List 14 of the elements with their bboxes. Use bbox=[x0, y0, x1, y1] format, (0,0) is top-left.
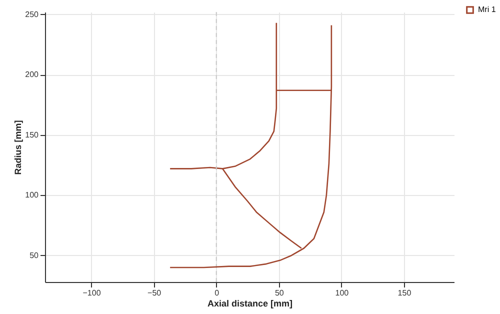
x-tick-label: 100 bbox=[335, 288, 350, 298]
x-tick-label: 0 bbox=[214, 288, 220, 298]
x-tick-label: −100 bbox=[82, 288, 102, 298]
y-tick-label: 100 bbox=[25, 190, 40, 200]
y-tick-label: 150 bbox=[25, 130, 40, 140]
y-tick-label: 50 bbox=[30, 250, 40, 260]
x-tick-label: 150 bbox=[398, 288, 412, 298]
y-tick-label: 200 bbox=[25, 70, 40, 80]
y-tick-label: 250 bbox=[25, 10, 40, 19]
y-axis-title: Radius [mm] bbox=[13, 120, 24, 175]
x-tick-label: −50 bbox=[148, 288, 162, 298]
x-axis-title: Axial distance [mm] bbox=[207, 298, 293, 308]
x-tick-label: 50 bbox=[274, 288, 284, 298]
legend-label: Mri 1 bbox=[478, 5, 496, 14]
